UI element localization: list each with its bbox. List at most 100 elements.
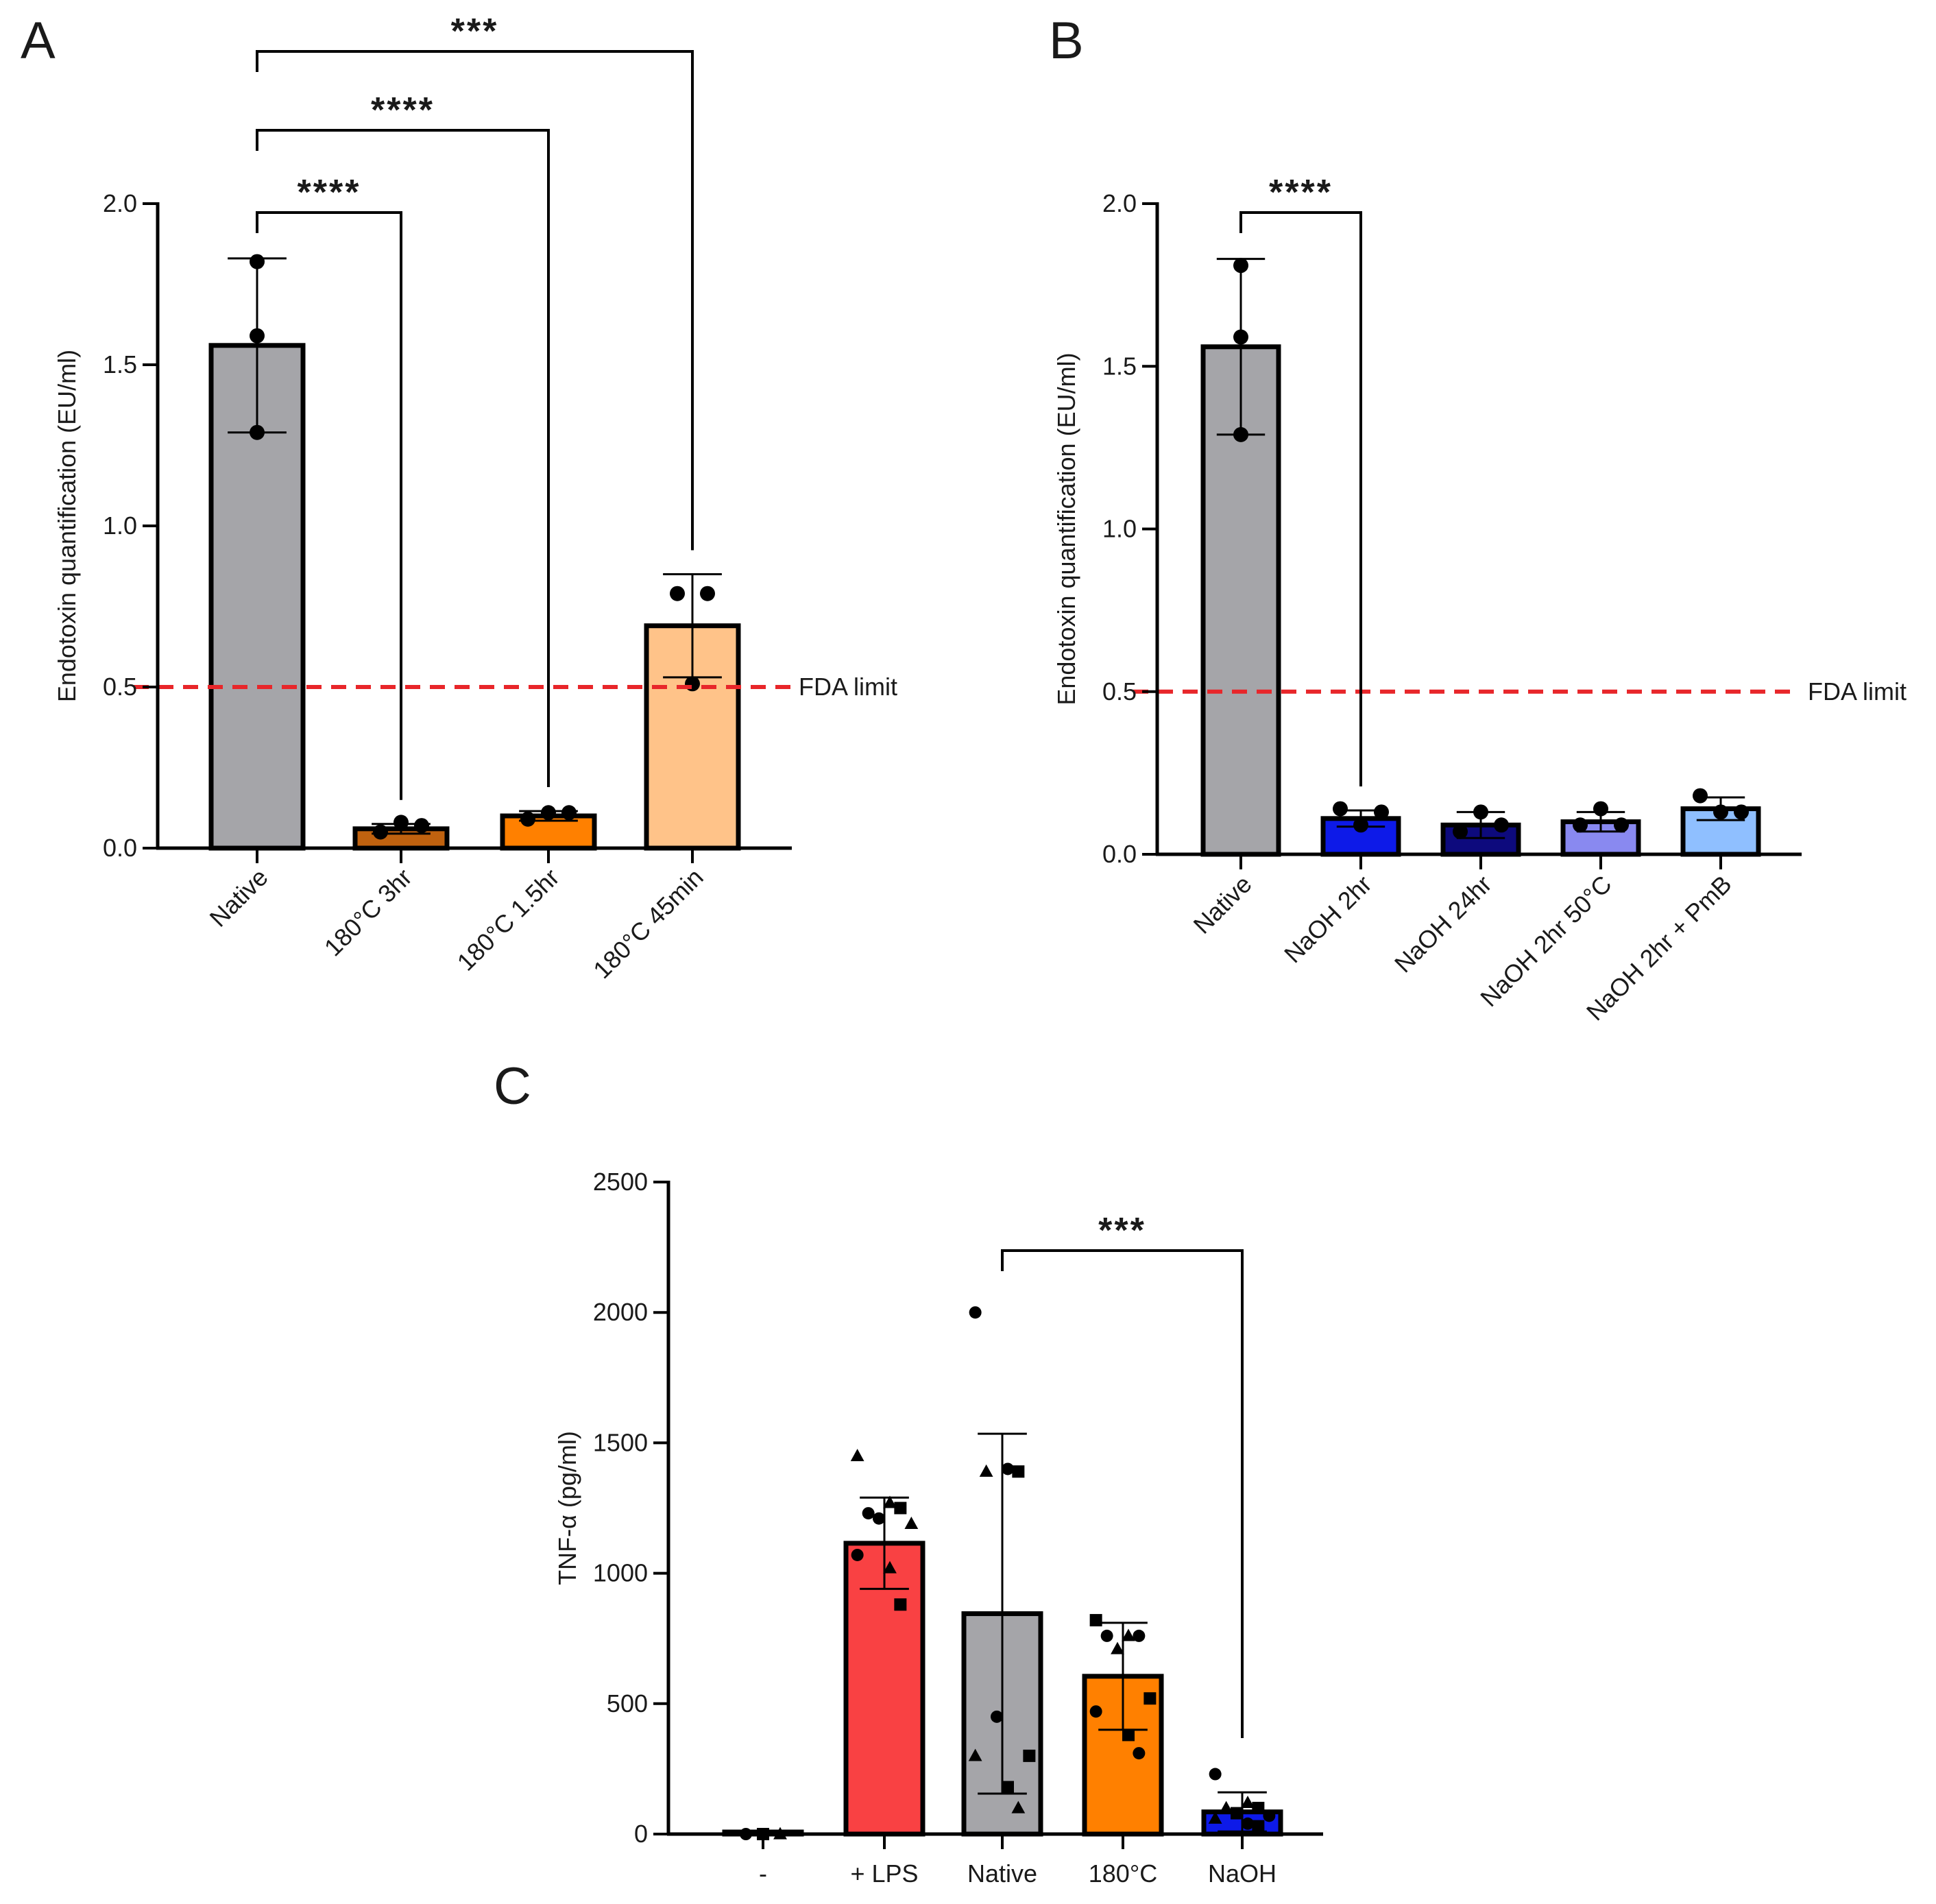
reference-line-label: FDA limit — [1808, 677, 1907, 706]
x-category-label: - — [759, 1859, 767, 1888]
significance-bracket — [1001, 1249, 1244, 1738]
data-point — [968, 1748, 982, 1761]
x-category-label: NaOH 2hr — [1279, 870, 1377, 969]
data-point — [1023, 1749, 1036, 1762]
data-point — [1231, 1807, 1243, 1820]
data-point — [1100, 1629, 1113, 1642]
data-point — [1453, 823, 1468, 839]
data-point — [1333, 801, 1348, 817]
y-tick-label: 1.5 — [103, 350, 137, 378]
data-point — [1263, 1809, 1276, 1822]
data-point — [1353, 817, 1368, 833]
data-point — [1089, 1614, 1102, 1627]
y-tick-label: 1.0 — [1102, 515, 1137, 543]
data-point — [394, 815, 409, 830]
data-point — [1693, 788, 1708, 804]
x-category-label: 180°C 45min — [588, 863, 708, 984]
y-tick-label: 0.5 — [1102, 677, 1137, 706]
data-point — [1242, 1817, 1254, 1830]
data-point — [1219, 1800, 1233, 1813]
chart-panel-b: FDA limit 0.0 0.5 1.0 1.5 2.0 Native NaOH 2hr Na… — [1052, 173, 1907, 1026]
data-point — [700, 586, 715, 601]
y-tick-label: 2500 — [593, 1168, 648, 1196]
chart-panel-c: 0 500 1000 1500 2000 2500 - + LPS Native 180°C NaO… — [553, 1168, 1323, 1888]
x-category-label: 180°C — [1089, 1859, 1157, 1888]
y-tick-label: 2.0 — [1102, 189, 1137, 217]
data-point — [1209, 1768, 1222, 1781]
data-point — [883, 1495, 897, 1508]
panel-letter-c: C — [494, 1057, 531, 1116]
x-category-label: 180°C 1.5hr — [452, 863, 565, 976]
significance-bracket — [256, 50, 694, 551]
data-point — [373, 824, 388, 840]
data-point — [873, 1512, 885, 1525]
data-point — [894, 1598, 907, 1611]
x-category-label: Native — [204, 863, 274, 932]
x-category-label: 180°C 3hr — [319, 863, 418, 962]
data-point — [414, 818, 429, 834]
data-point — [1011, 1800, 1026, 1813]
data-point — [1713, 804, 1728, 820]
data-point — [1374, 804, 1389, 820]
y-tick-label: 2.0 — [103, 189, 137, 217]
y-tick-label: 2000 — [593, 1298, 648, 1326]
data-point — [1494, 817, 1509, 833]
significance-label: **** — [371, 91, 435, 130]
data-point — [1144, 1692, 1157, 1705]
panel-letter-b: B — [1049, 12, 1084, 70]
y-tick-label: 1.5 — [1102, 352, 1137, 380]
data-point — [883, 1560, 897, 1574]
data-point — [1012, 1465, 1025, 1478]
data-point — [851, 1548, 864, 1561]
x-category-label: Native — [967, 1859, 1037, 1888]
y-tick-label: 0.0 — [103, 834, 137, 862]
significance-label: *** — [451, 12, 499, 51]
y-tick-label: 1500 — [593, 1428, 648, 1456]
y-axis-title: Endotoxin quantification (EU/ml) — [53, 350, 81, 702]
significance-bracket — [256, 211, 402, 800]
data-point — [1111, 1641, 1124, 1654]
reference-line-label: FDA limit — [799, 673, 897, 701]
y-tick-label: 1000 — [593, 1559, 648, 1587]
data-point — [850, 1449, 864, 1462]
bar — [644, 623, 741, 851]
bar — [843, 1541, 925, 1837]
significance-bracket — [1239, 211, 1362, 786]
data-point — [1122, 1628, 1135, 1641]
data-point — [1133, 1629, 1146, 1642]
y-tick-label: 0.0 — [1102, 840, 1137, 868]
data-point — [561, 805, 577, 821]
data-point — [1089, 1705, 1102, 1718]
data-point — [1233, 329, 1248, 345]
data-point — [250, 424, 265, 440]
y-tick-label: 1.0 — [103, 511, 137, 540]
data-point — [1133, 1747, 1146, 1760]
y-tick-label: 0.5 — [103, 673, 137, 701]
data-point — [991, 1710, 1003, 1723]
chart-panel-a: FDA limit 0.0 0.5 1.0 1.5 2.0 Native 180°C 3hr 1… — [53, 12, 897, 984]
significance-label: **** — [1269, 173, 1333, 213]
data-point — [979, 1464, 993, 1477]
data-point — [1734, 804, 1749, 820]
data-point — [1241, 1796, 1255, 1809]
data-point — [904, 1516, 919, 1529]
x-category-label: Native — [1188, 870, 1257, 939]
data-point — [1233, 258, 1248, 274]
panel-letter-a: A — [21, 12, 56, 70]
bar — [1200, 344, 1281, 857]
data-point — [969, 1306, 982, 1319]
significance-label: **** — [298, 173, 361, 213]
y-tick-label: 500 — [607, 1689, 648, 1718]
x-category-label: NaOH 24hr — [1389, 870, 1497, 978]
data-point — [1614, 817, 1629, 833]
data-point — [250, 328, 265, 344]
data-point — [670, 586, 685, 601]
data-point — [1002, 1462, 1014, 1475]
data-point — [862, 1507, 875, 1520]
data-point — [1593, 801, 1608, 817]
data-point — [1002, 1781, 1014, 1794]
data-point — [250, 254, 265, 269]
data-point — [1473, 804, 1488, 820]
